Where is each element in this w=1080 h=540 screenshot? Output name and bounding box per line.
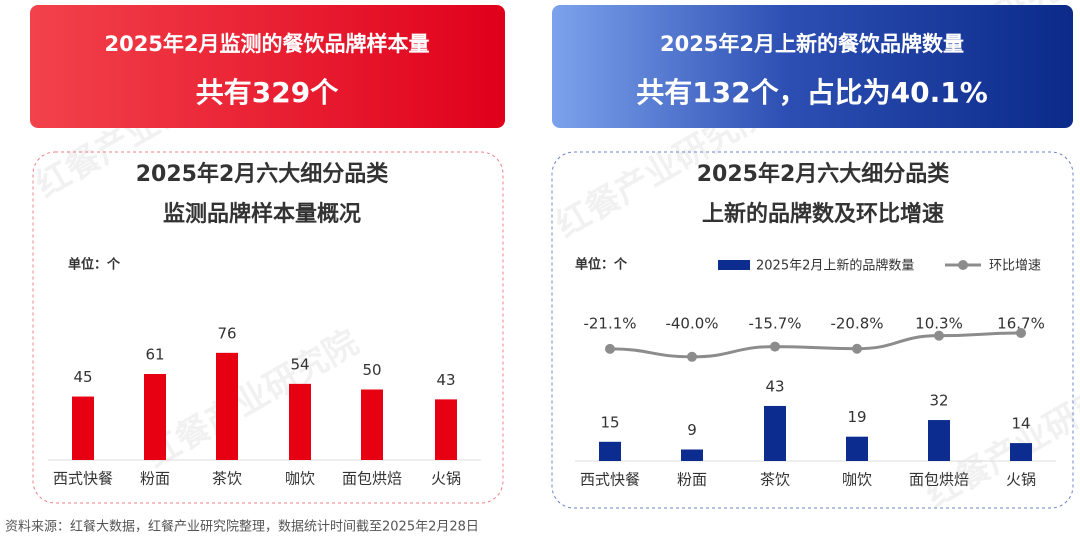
value-label: 19 — [847, 408, 866, 426]
banner-title: 2025年2月监测的餐饮品牌样本量 — [104, 32, 429, 56]
value-label: 50 — [362, 361, 381, 379]
x-tick-label: 火锅 — [1006, 471, 1036, 489]
line-point — [605, 343, 615, 354]
value-label: 15 — [600, 413, 619, 431]
x-tick-label: 西式快餐 — [53, 470, 113, 488]
bar — [1010, 443, 1032, 461]
bar — [72, 396, 94, 460]
value-label: -21.1% — [583, 315, 636, 333]
value-label: -15.7% — [748, 315, 801, 333]
bar — [928, 420, 950, 461]
value-label: 43 — [765, 377, 784, 395]
chart-title: 2025年2月六大细分品类 — [697, 161, 951, 187]
bar — [599, 441, 621, 461]
chart-frame — [32, 151, 504, 504]
x-tick-label: 粉面 — [140, 470, 170, 488]
chart-title: 2025年2月六大细分品类 — [136, 161, 390, 187]
line-point — [770, 341, 780, 352]
bar — [289, 383, 311, 460]
line-point — [852, 343, 862, 354]
line-point — [1016, 327, 1026, 338]
value-label: 14 — [1011, 415, 1030, 433]
bar — [144, 373, 166, 460]
x-tick-label: 西式快餐 — [580, 471, 640, 489]
value-label: 9 — [687, 421, 697, 439]
value-label: 32 — [929, 392, 948, 410]
bar — [435, 399, 457, 460]
bar — [764, 405, 786, 461]
unit-label: 单位：个 — [68, 257, 121, 273]
legend-label: 环比增速 — [989, 259, 1041, 274]
unit-label: 单位：个 — [575, 257, 628, 273]
chart-title: 监测品牌样本量概况 — [163, 201, 361, 227]
legend-label: 2025年2月上新的品牌数量 — [756, 258, 914, 274]
value-label: -40.0% — [665, 315, 718, 333]
banner — [30, 5, 505, 128]
legend-swatch — [958, 260, 968, 270]
watermark: 红餐产业研究院 — [139, 322, 365, 476]
x-tick-label: 茶饮 — [212, 470, 242, 488]
value-label: 54 — [290, 355, 309, 373]
x-tick-label: 火锅 — [431, 470, 461, 488]
source-note: 资料来源：红餐大数据，红餐产业研究院整理，数据统计时间截至2025年2月28日 — [5, 519, 479, 535]
line — [609, 331, 1022, 359]
x-tick-label: 茶饮 — [760, 471, 790, 489]
chart-title: 上新的品牌数及环比增速 — [702, 201, 944, 227]
x-tick-label: 面包烘焙 — [909, 471, 969, 489]
value-label: 43 — [436, 371, 455, 389]
x-tick-label: 面包烘焙 — [342, 470, 402, 488]
x-tick-label: 粉面 — [677, 471, 707, 489]
value-label: 76 — [217, 324, 236, 342]
value-label: 10.3% — [915, 315, 963, 333]
line-point — [687, 351, 697, 362]
banner — [552, 5, 1073, 128]
banner-title: 2025年2月上新的餐饮品牌数量 — [660, 32, 964, 56]
line-point — [934, 330, 944, 341]
legend-swatch — [718, 260, 750, 270]
bar — [361, 389, 383, 460]
banner-value: 共有132个，占比为40.1% — [636, 76, 988, 109]
x-tick-label: 咖饮 — [842, 471, 872, 489]
bar — [681, 449, 703, 461]
value-label: 61 — [145, 345, 164, 363]
value-label: 45 — [73, 368, 92, 386]
banner-value: 共有329个 — [196, 76, 339, 109]
bar — [846, 436, 868, 461]
bar — [216, 352, 238, 460]
x-tick-label: 咖饮 — [285, 470, 315, 488]
value-label: 16.7% — [997, 315, 1045, 333]
value-label: -20.8% — [830, 315, 883, 333]
chart-frame — [551, 151, 1074, 509]
